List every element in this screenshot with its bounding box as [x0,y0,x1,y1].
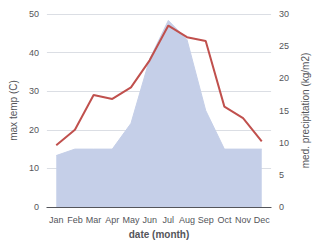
svg-text:Jan: Jan [49,215,64,225]
svg-text:Apr: Apr [105,215,119,225]
svg-text:Aug: Aug [179,215,195,225]
svg-text:40: 40 [29,48,39,58]
svg-text:Sep: Sep [198,215,214,225]
svg-text:date (month): date (month) [129,229,190,240]
svg-text:Dec: Dec [254,215,271,225]
svg-text:0: 0 [34,202,39,212]
svg-text:med. precipitation (kg/m2): med. precipitation (kg/m2) [300,53,311,169]
svg-text:15: 15 [279,106,289,116]
svg-text:10: 10 [279,138,289,148]
svg-text:Feb: Feb [67,215,83,225]
svg-text:25: 25 [279,41,289,51]
svg-text:Oct: Oct [217,215,232,225]
svg-text:Nov: Nov [235,215,252,225]
svg-text:20: 20 [29,125,39,135]
svg-text:max temp (C): max temp (C) [8,80,19,141]
svg-text:0: 0 [279,202,284,212]
svg-text:50: 50 [29,9,39,19]
svg-text:Jun: Jun [142,215,157,225]
svg-text:Jul: Jul [163,215,175,225]
svg-text:30: 30 [279,9,289,19]
svg-text:5: 5 [279,170,284,180]
svg-text:May: May [122,215,140,225]
svg-text:30: 30 [29,86,39,96]
svg-text:20: 20 [279,73,289,83]
svg-text:Mar: Mar [86,215,102,225]
svg-text:10: 10 [29,163,39,173]
